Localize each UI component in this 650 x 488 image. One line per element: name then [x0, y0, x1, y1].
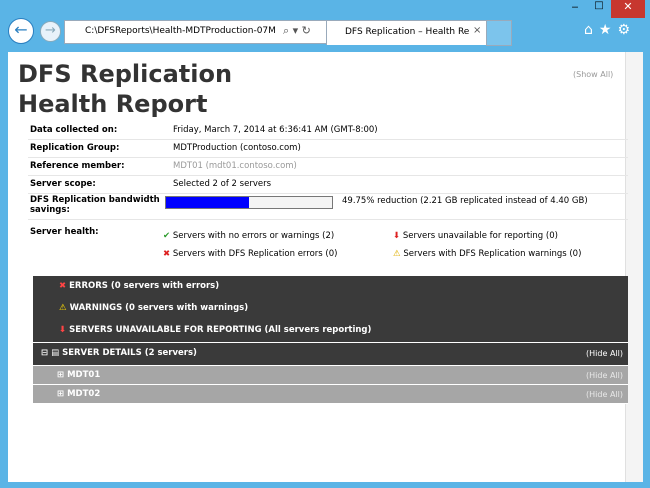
- close[interactable]: ✕: [611, 0, 645, 18]
- maximize[interactable]: □: [594, 0, 604, 11]
- field-value: MDTProduction (contoso.com): [173, 143, 301, 153]
- server-row[interactable]: ⊞ MDT02 (Hide All): [33, 385, 628, 404]
- field-row: Replication Group: MDTProduction (contoso…: [28, 140, 628, 158]
- server-name: MDT02: [67, 389, 101, 399]
- tab-close[interactable]: ×: [473, 25, 482, 36]
- address-icons: ⌕ ▾ ↻: [283, 24, 311, 37]
- field-label: Reference member:: [30, 161, 125, 171]
- report-title: DFS Replication Health Report: [18, 60, 233, 118]
- section-detail: (All servers reporting): [264, 325, 372, 335]
- field-label: DFS Replication bandwidth savings:: [30, 195, 160, 215]
- health-text: Servers unavailable for reporting (0): [402, 231, 558, 241]
- field-value: Friday, March 7, 2014 at 6:36:41 AM (GMT…: [173, 125, 378, 135]
- health-item: ⬇ Servers unavailable for reporting (0): [393, 231, 558, 241]
- address-text: C:\DFSReports\Health-MDTProduction-07M: [85, 26, 276, 36]
- section-title: SERVER DETAILS: [62, 348, 142, 358]
- back-button[interactable]: ←: [8, 18, 34, 44]
- health-text: Servers with DFS Replication errors (0): [172, 249, 338, 259]
- field-label: Replication Group:: [30, 143, 120, 153]
- toolbar-icons[interactable]: ⌂★⚙: [584, 22, 636, 38]
- health-item: ✔ Servers with no errors or warnings (2): [163, 231, 335, 241]
- field-label: Data collected on:: [30, 125, 118, 135]
- health-text: Servers with no errors or warnings (2): [172, 231, 335, 241]
- address-bar[interactable]: C:\DFSReports\Health-MDTProduction-07M ⌕…: [64, 20, 327, 44]
- field-row: Reference member: MDT01 (mdt01.contoso.co…: [28, 158, 628, 176]
- warnings-section[interactable]: ⚠ WARNINGS (0 servers with warnings): [33, 298, 628, 321]
- progress-fill: [166, 197, 249, 208]
- new-tab[interactable]: [486, 20, 512, 46]
- section-detail: (2 servers): [144, 348, 197, 358]
- details-section[interactable]: ⊟ ▤ SERVER DETAILS (2 servers) (Hide All): [33, 343, 628, 366]
- forward-button[interactable]: →: [40, 21, 61, 42]
- tab[interactable]: DFS Replication – Health Re ×: [326, 20, 487, 45]
- field-value: 49.75% reduction (2.21 GB replicated ins…: [342, 196, 588, 206]
- errors-section[interactable]: ✖ ERRORS (0 servers with errors): [33, 276, 628, 299]
- hide-all[interactable]: (Hide All): [586, 390, 623, 399]
- show-all[interactable]: (Show All): [573, 70, 614, 79]
- field-label: Server scope:: [30, 179, 96, 189]
- health-label: Server health:: [30, 227, 99, 237]
- field-value: Selected 2 of 2 servers: [173, 179, 271, 189]
- hide-all[interactable]: (Hide All): [586, 349, 623, 358]
- progress-track: [165, 196, 333, 209]
- hide-all[interactable]: (Hide All): [586, 371, 623, 380]
- field-row: Server scope: Selected 2 of 2 servers: [28, 176, 628, 194]
- health-item: ✖ Servers with DFS Replication errors (0…: [163, 249, 338, 259]
- section-title: WARNINGS: [69, 303, 123, 313]
- unavailable-section[interactable]: ⬇ SERVERS UNAVAILABLE FOR REPORTING (All…: [33, 320, 628, 343]
- section-title: ERRORS: [69, 281, 108, 291]
- field-row: Data collected on: Friday, March 7, 2014 …: [28, 122, 628, 140]
- health-item: ⚠ Servers with DFS Replication warnings …: [393, 249, 582, 259]
- section-detail: (0 servers with warnings): [125, 303, 249, 313]
- section-detail: (0 servers with errors): [110, 281, 220, 291]
- tab-title: DFS Replication – Health Re: [345, 27, 470, 37]
- field-value: MDT01 (mdt01.contoso.com): [173, 161, 297, 171]
- server-name: MDT01: [67, 370, 101, 380]
- health-text: Servers with DFS Replication warnings (0…: [403, 249, 582, 259]
- content: DFS Replication Health Report (Show All)…: [8, 52, 643, 482]
- bandwidth-row: DFS Replication bandwidth savings: 49.75…: [28, 193, 628, 220]
- minimize[interactable]: ‒: [563, 0, 587, 18]
- section-title: SERVERS UNAVAILABLE FOR REPORTING: [69, 325, 262, 335]
- server-row[interactable]: ⊞ MDT01 (Hide All): [33, 366, 628, 385]
- scrollbar[interactable]: [625, 52, 643, 482]
